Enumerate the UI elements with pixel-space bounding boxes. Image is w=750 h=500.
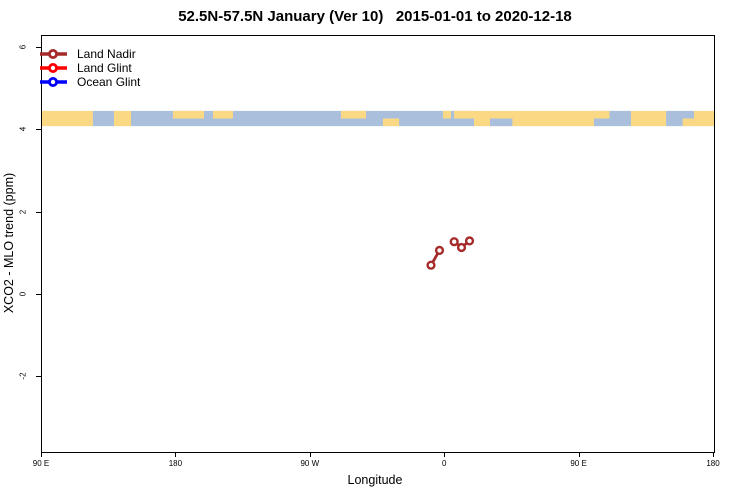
land-nadir-marker-icon (40, 49, 67, 59)
y-tick-label: 0 (18, 291, 28, 297)
y-axis-tick (36, 129, 41, 131)
data-point-land-nadir (449, 237, 459, 247)
x-axis-tick (175, 452, 177, 457)
x-tick-label: 180 (168, 459, 183, 468)
data-point-land-nadir (456, 242, 467, 253)
map-strip-land (113, 110, 132, 127)
map-strip-patch-ocean (490, 118, 513, 127)
chart-title: 52.5N-57.5N January (Ver 10) 2015-01-01 … (178, 8, 572, 25)
y-tick-label: 6 (18, 44, 28, 50)
y-axis-tick (36, 46, 41, 48)
x-axis-tick (309, 452, 311, 457)
map-strip-land (693, 110, 714, 127)
x-axis-tick (713, 452, 714, 457)
x-axis-label: Longitude (347, 473, 403, 487)
land-glint-marker-icon (40, 63, 67, 73)
map-strip-land (42, 110, 93, 127)
x-tick-label: 90 W (300, 459, 320, 468)
data-point-land-nadir (464, 236, 475, 246)
map-strip-patch-land (172, 110, 205, 119)
x-axis-tick (41, 452, 42, 457)
map-strip-patch-land (454, 110, 475, 119)
ocean-glint-marker-icon (40, 77, 67, 87)
y-axis-tick (36, 293, 41, 295)
y-axis-tick (36, 376, 41, 378)
legend-item-label: Land Glint (77, 61, 132, 75)
legend-item-land-nadir: Land Nadir (40, 47, 140, 61)
x-tick-label: 90 E (32, 459, 50, 468)
y-tick-label: 4 (18, 126, 28, 132)
legend-circle (47, 49, 58, 59)
legend-circle (47, 77, 58, 87)
map-strip-patch-land (593, 110, 610, 119)
map-strip-patch-land (212, 110, 233, 119)
legend: Land Nadir Land Glint Ocean Glint (40, 47, 140, 89)
data-point-land-nadir (426, 260, 436, 270)
y-tick-label: 2 (18, 209, 28, 214)
x-axis-tick (444, 452, 446, 457)
legend-item-label: Ocean Glint (77, 75, 141, 89)
map-strip-patch-land (442, 110, 452, 119)
x-axis-tick (578, 452, 580, 457)
map-strip (42, 110, 714, 127)
map-strip-land (630, 110, 667, 127)
map-strip-patch-land (340, 110, 367, 119)
legend-item-label: Land Nadir (77, 47, 136, 61)
plot-area: Land Nadir Land Glint Ocean Glint (40, 35, 715, 453)
y-tick-label: -2 (18, 372, 28, 380)
y-axis-tick (36, 211, 41, 213)
x-tick-label: 180 (706, 459, 720, 468)
map-strip-patch-land (682, 118, 694, 127)
x-tick-label: 0 (441, 459, 447, 468)
legend-item-ocean-glint: Ocean Glint (40, 75, 140, 89)
map-strip-patch-land (382, 118, 400, 127)
map-strip-ocean (92, 110, 114, 127)
series-land-nadir (426, 236, 475, 270)
x-tick-label: 90 E (570, 459, 587, 468)
legend-circle (47, 63, 58, 73)
data-point-land-nadir (434, 245, 445, 256)
chart-canvas (42, 110, 714, 270)
legend-item-land-glint: Land Glint (40, 61, 140, 75)
y-axis-label: XCO2 - MLO trend (ppm) (2, 172, 16, 314)
